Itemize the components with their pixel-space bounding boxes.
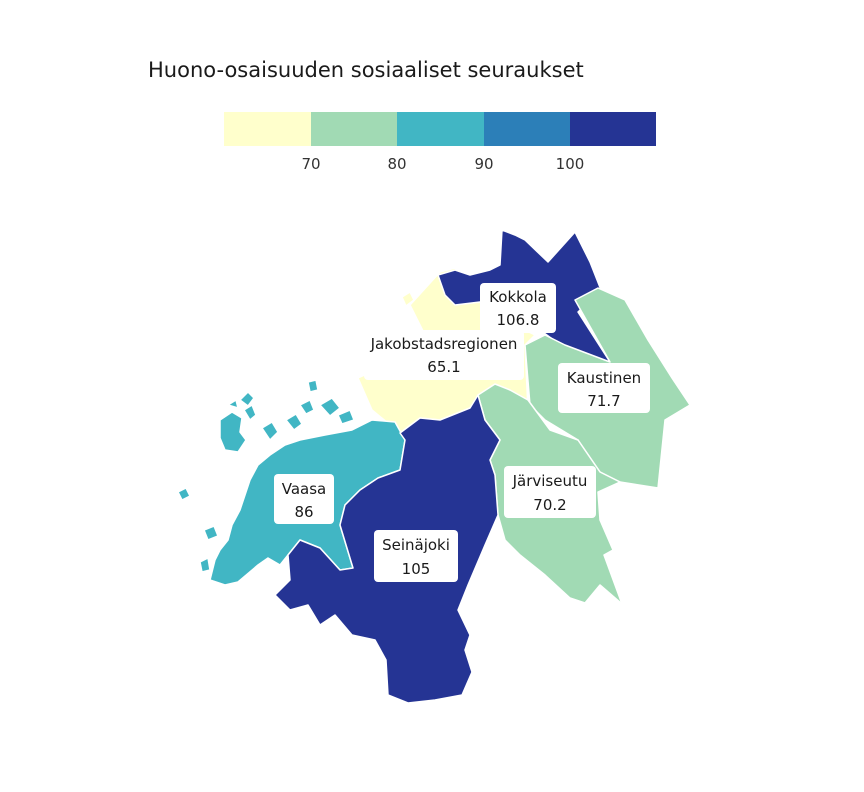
regions — [177, 229, 691, 704]
region-jakobstadsregionen-island[interactable] — [401, 291, 415, 307]
label-seinajoki-value: 105 — [402, 560, 431, 578]
legend-tick-70: 70 — [301, 155, 320, 173]
legend-swatch-4 — [484, 112, 570, 146]
legend-tick-80: 80 — [387, 155, 406, 173]
label-jarviseutu-name: Järviseutu — [512, 472, 588, 490]
legend-tick-100: 100 — [556, 155, 585, 173]
region-labels: Kokkola 106.8 Jakobstadsregionen 65.1 Ka… — [274, 283, 650, 582]
label-vaasa-name: Vaasa — [282, 480, 327, 498]
label-kaustinen-name: Kaustinen — [567, 369, 641, 387]
label-jakobstadsregionen-name: Jakobstadsregionen — [370, 335, 518, 353]
vaasa-archipelago — [177, 379, 355, 573]
label-jarviseutu: Järviseutu 70.2 — [504, 466, 596, 518]
label-kokkola-value: 106.8 — [497, 311, 540, 329]
legend-swatch-2 — [311, 112, 397, 146]
label-jakobstadsregionen-value: 65.1 — [427, 358, 460, 376]
legend-swatch-1 — [224, 112, 311, 146]
legend: 70 80 90 100 — [224, 112, 656, 173]
legend-swatch-5 — [570, 112, 656, 146]
label-vaasa-value: 86 — [294, 503, 313, 521]
legend-swatch-3 — [397, 112, 484, 146]
label-jakobstadsregionen: Jakobstadsregionen 65.1 — [364, 330, 524, 380]
label-kaustinen: Kaustinen 71.7 — [558, 363, 650, 413]
label-kaustinen-value: 71.7 — [587, 392, 620, 410]
label-seinajoki: Seinäjoki 105 — [374, 530, 458, 582]
label-vaasa: Vaasa 86 — [274, 474, 334, 524]
map-title: Huono-osaisuuden sosiaaliset seuraukset — [148, 58, 584, 82]
legend-tick-90: 90 — [474, 155, 493, 173]
label-kokkola-name: Kokkola — [489, 288, 547, 306]
label-kokkola: Kokkola 106.8 — [480, 283, 556, 333]
label-seinajoki-name: Seinäjoki — [382, 536, 450, 554]
label-jarviseutu-value: 70.2 — [533, 496, 566, 514]
